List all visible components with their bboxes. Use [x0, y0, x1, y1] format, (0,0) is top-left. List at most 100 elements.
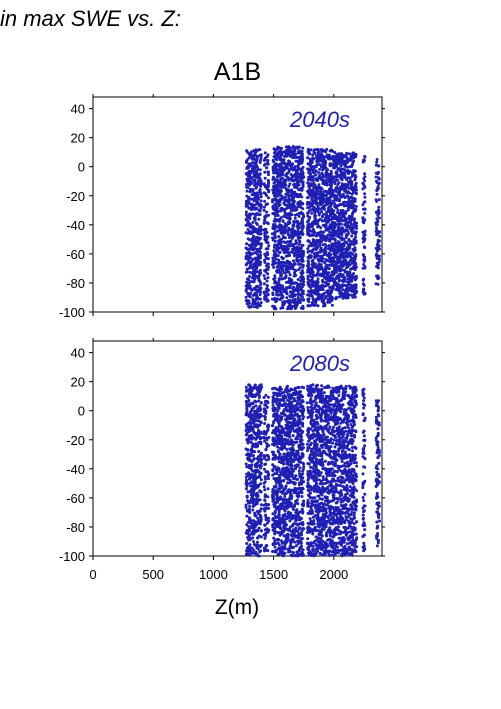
data-point	[316, 304, 320, 308]
data-point	[259, 253, 262, 257]
data-point	[279, 224, 283, 228]
data-point	[351, 151, 355, 155]
data-point	[316, 196, 320, 200]
data-point	[335, 196, 339, 200]
data-point	[263, 151, 267, 155]
data-point	[328, 157, 332, 161]
x-tick-label: 1000	[199, 567, 228, 582]
data-point	[262, 221, 266, 225]
data-point	[300, 195, 304, 199]
data-point	[277, 188, 281, 192]
data-point	[263, 269, 267, 273]
data-point	[353, 231, 357, 235]
data-point	[293, 190, 297, 194]
data-point	[341, 211, 345, 215]
data-point	[247, 458, 250, 462]
data-point	[255, 240, 259, 244]
data-point	[266, 202, 269, 206]
data-point	[266, 395, 270, 399]
data-point	[280, 206, 284, 210]
data-point	[348, 272, 352, 276]
data-point	[254, 186, 258, 190]
data-point	[338, 203, 342, 207]
data-point	[252, 172, 256, 176]
data-point	[319, 226, 323, 230]
y-tick-label: 40	[71, 346, 85, 361]
data-point	[328, 237, 332, 241]
data-point	[290, 282, 294, 286]
data-point	[339, 170, 343, 173]
data-point	[255, 510, 259, 513]
data-point	[253, 256, 257, 260]
data-point	[272, 253, 276, 257]
data-point	[250, 433, 253, 437]
data-point	[245, 203, 249, 207]
data-point	[276, 180, 280, 184]
data-point	[294, 251, 298, 255]
data-point	[257, 450, 261, 453]
data-point	[263, 454, 267, 458]
data-point	[292, 231, 296, 235]
data-point	[323, 304, 327, 307]
data-point	[337, 275, 340, 279]
data-point	[250, 252, 254, 256]
data-point	[259, 199, 263, 203]
data-point	[325, 153, 329, 157]
data-point	[310, 168, 314, 172]
data-point	[263, 415, 267, 419]
data-point	[266, 153, 270, 157]
data-point	[363, 233, 367, 237]
data-point	[298, 188, 302, 192]
data-point	[263, 523, 267, 527]
data-point	[306, 250, 310, 254]
data-point	[244, 223, 248, 227]
data-point	[299, 298, 303, 302]
data-point	[316, 272, 319, 276]
data-point	[310, 161, 314, 164]
data-point	[333, 229, 337, 233]
data-point	[341, 167, 345, 171]
x-tick-label: 0	[89, 567, 96, 582]
data-point	[316, 152, 320, 156]
data-point	[283, 178, 287, 182]
data-point	[271, 409, 275, 413]
data-point	[287, 276, 291, 280]
y-tick-label: 20	[71, 375, 85, 390]
data-point	[256, 290, 259, 294]
data-point	[363, 266, 367, 270]
data-point	[256, 179, 260, 183]
data-point	[301, 222, 305, 226]
data-point	[339, 222, 343, 226]
data-point	[284, 254, 288, 258]
data-point	[324, 258, 328, 262]
data-point	[338, 219, 341, 223]
data-point	[321, 223, 325, 227]
data-point	[253, 183, 257, 187]
data-point	[328, 149, 332, 153]
data-point	[319, 207, 323, 211]
data-point	[337, 240, 341, 244]
data-point	[296, 201, 300, 205]
data-point	[250, 524, 254, 528]
data-point	[283, 236, 287, 240]
data-point	[335, 165, 338, 168]
data-point	[248, 217, 252, 221]
data-point	[352, 265, 355, 269]
data-point	[324, 181, 328, 185]
data-point	[343, 283, 346, 287]
data-point	[267, 506, 271, 510]
data-point	[273, 223, 277, 226]
data-point	[363, 195, 367, 199]
data-point	[258, 293, 262, 297]
data-point	[264, 513, 268, 517]
data-point	[265, 166, 269, 170]
data-point	[290, 198, 294, 202]
data-point	[248, 174, 252, 177]
data-point	[254, 236, 258, 240]
data-point	[354, 291, 358, 295]
data-point	[259, 420, 263, 424]
data-point	[289, 177, 293, 181]
data-point	[374, 171, 378, 175]
data-point	[321, 280, 325, 284]
data-point	[331, 286, 335, 290]
